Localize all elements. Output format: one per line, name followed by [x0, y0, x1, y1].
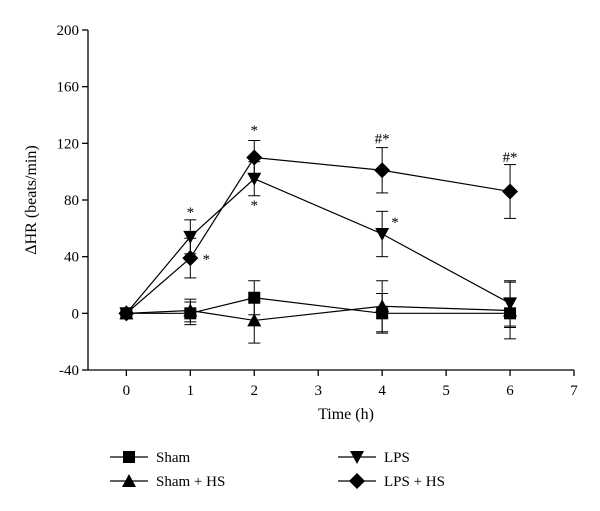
significance-mark: #* [503, 150, 518, 166]
data-point [183, 230, 198, 244]
x-tick-label: 1 [187, 383, 195, 399]
y-tick-label: 120 [57, 136, 80, 152]
data-point [502, 183, 519, 200]
legend-label: LPS + HS [384, 474, 445, 490]
y-tick-label: 80 [64, 193, 79, 209]
y-tick-label: 200 [57, 23, 80, 39]
significance-mark: #* [375, 131, 390, 147]
y-tick-label: 160 [57, 80, 80, 96]
significance-mark: * [187, 205, 195, 221]
y-tick-label: -40 [59, 363, 79, 379]
legend-item: Sham [110, 450, 191, 466]
x-tick-label: 5 [442, 383, 450, 399]
series-sham [120, 280, 517, 334]
x-tick-label: 2 [251, 383, 259, 399]
data-point [503, 297, 518, 311]
data-point [374, 162, 391, 179]
series-lps [119, 161, 518, 327]
series-sham-hs [119, 280, 518, 344]
axes: -40 0 40 80 120 160 200 0 1 2 3 4 5 6 7 [57, 23, 579, 399]
data-point [182, 250, 199, 267]
legend: Sham Sham + HS LPS LPS + HS [110, 450, 445, 490]
x-tick-label: 4 [378, 383, 386, 399]
legend-marker [350, 451, 364, 464]
series-line [125, 178, 511, 314]
legend-marker [349, 473, 365, 489]
significance-mark: * [391, 215, 399, 231]
significance-annotations: * * * * * #* #* [187, 123, 518, 268]
legend-marker [122, 474, 136, 487]
legend-label: Sham [156, 450, 191, 466]
y-tick-label: 0 [72, 306, 80, 322]
significance-mark: * [251, 123, 259, 139]
x-tick-label: 0 [123, 383, 131, 399]
x-axis-ticks: 0 1 2 3 4 5 6 7 [123, 370, 578, 399]
series-lps-hs [118, 140, 519, 322]
x-axis-title: Time (h) [318, 406, 374, 423]
y-tick-label: 40 [64, 250, 79, 266]
x-tick-label: 3 [314, 383, 322, 399]
significance-mark: * [251, 198, 259, 214]
y-axis-ticks: -40 0 40 80 120 160 200 [57, 23, 88, 379]
data-point [118, 305, 135, 322]
legend-marker [123, 451, 135, 463]
x-tick-label: 7 [570, 383, 578, 399]
data-point [375, 228, 390, 241]
data-point [375, 299, 390, 313]
y-axis-title: ΔHR (beats/min) [23, 145, 40, 254]
series-line [125, 156, 511, 314]
data-point [183, 303, 198, 317]
significance-mark: * [203, 252, 211, 268]
legend-item: LPS [338, 450, 410, 466]
legend-item: LPS + HS [338, 473, 445, 490]
data-point [246, 149, 263, 166]
legend-label: Sham + HS [156, 474, 225, 490]
series-layer [118, 140, 519, 344]
data-point [247, 313, 262, 327]
legend-item: Sham + HS [110, 474, 225, 490]
data-point [247, 172, 262, 186]
x-tick-label: 6 [506, 383, 514, 399]
legend-label: LPS [384, 450, 410, 466]
